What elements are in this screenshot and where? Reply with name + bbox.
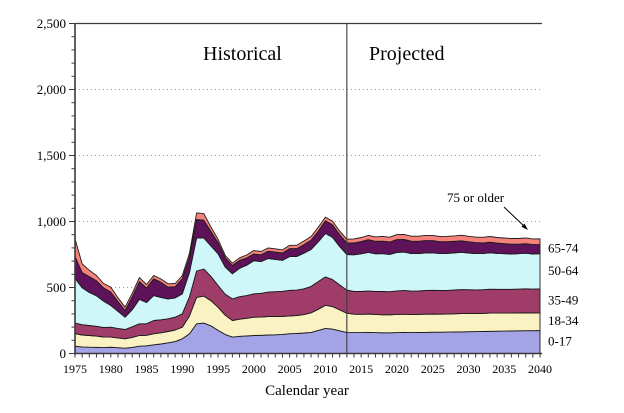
- y-tick-label: 500: [47, 280, 67, 295]
- projected-region-label: Projected: [369, 43, 445, 65]
- historical-region-label: Historical: [203, 43, 282, 65]
- x-tick-label: 1980: [99, 362, 123, 376]
- y-tick-label: 2,500: [37, 16, 66, 31]
- x-tick-label: 1985: [135, 362, 159, 376]
- band-label-35-49: 35-49: [548, 292, 578, 307]
- x-tick-label: 2010: [313, 362, 337, 376]
- y-tick-label: 0: [60, 346, 67, 361]
- x-tick-label: 2025: [421, 362, 445, 376]
- callout-arrow-head: [521, 223, 528, 230]
- band-label-65-74: 65-74: [548, 241, 579, 256]
- x-tick-label: 2030: [456, 362, 480, 376]
- x-axis-title: Calendar year: [265, 383, 349, 399]
- callout-arrow-line: [503, 206, 527, 229]
- callout-75-or-older-label: 75 or older: [447, 190, 505, 205]
- band-label-0-17: 0-17: [548, 334, 572, 349]
- area-band-75-or-older: [74, 212, 541, 311]
- x-tick-label: 2000: [242, 362, 266, 376]
- x-tick-label: 2005: [278, 362, 302, 376]
- y-tick-label: 2,000: [37, 82, 66, 97]
- y-tick-label: 1,000: [37, 214, 66, 229]
- x-tick-label: 1995: [206, 362, 230, 376]
- band-label-18-34: 18-34: [548, 313, 579, 328]
- x-tick-label: 2020: [385, 362, 409, 376]
- y-tick-label: 1,500: [37, 148, 66, 163]
- x-tick-label: 1990: [170, 362, 194, 376]
- x-tick-label: 2015: [349, 362, 373, 376]
- x-tick-label: 2040: [528, 362, 552, 376]
- x-tick-label: 1975: [63, 362, 87, 376]
- band-label-50-64: 50-64: [548, 263, 579, 278]
- x-tick-label: 2035: [492, 362, 516, 376]
